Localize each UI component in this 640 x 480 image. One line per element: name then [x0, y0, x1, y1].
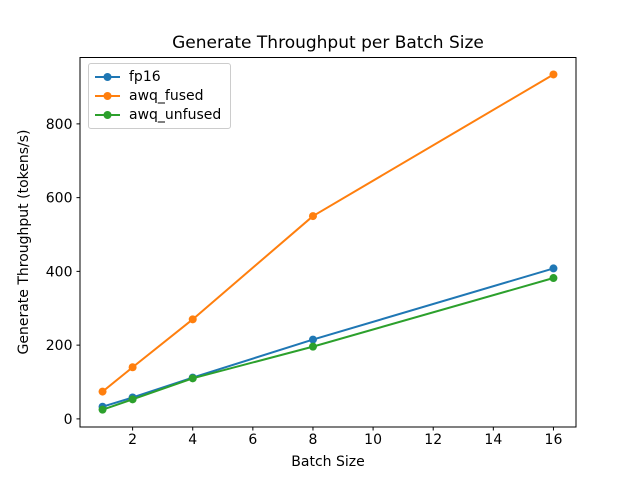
y-tick-label: 400: [46, 264, 73, 280]
x-axis-label: Batch Size: [291, 454, 365, 470]
x-tick-label: 16: [545, 432, 563, 448]
legend: fp16 awq_fused awq_unfused: [88, 63, 232, 129]
x-tick-label: 8: [309, 432, 318, 448]
x-tick-label: 14: [484, 432, 502, 448]
data-point-awq_unfused: [188, 374, 197, 383]
data-point-awq_fused: [308, 212, 317, 221]
y-tick-label: 800: [46, 117, 73, 133]
data-point-awq_unfused: [128, 395, 137, 404]
y-tick-label: 200: [46, 338, 73, 354]
data-point-awq_unfused: [549, 274, 558, 283]
legend-line-sample: [95, 92, 120, 100]
data-point-awq_fused: [98, 387, 107, 396]
legend-line-sample: [95, 110, 120, 119]
legend-item-fp16: fp16: [95, 68, 221, 87]
legend-item-awq-fused: awq_fused: [95, 87, 221, 106]
y-tick-label: 600: [46, 191, 73, 207]
data-point-awq_fused: [549, 70, 558, 79]
data-point-awq_unfused: [308, 342, 317, 351]
legend-item-awq-unfused: awq_unfused: [95, 105, 221, 124]
chart-title: Generate Throughput per Batch Size: [172, 33, 484, 53]
data-point-awq_fused: [128, 363, 137, 372]
x-tick-label: 6: [248, 432, 257, 448]
plot-frame: [79, 57, 577, 428]
x-tick-label: 2: [128, 432, 137, 448]
legend-label: fp16: [129, 69, 161, 86]
y-tick-label: 0: [64, 412, 73, 428]
data-point-awq_fused: [188, 315, 197, 324]
x-tick-label: 10: [364, 432, 382, 448]
data-point-awq_unfused: [98, 405, 107, 414]
x-tick-label: 4: [188, 432, 197, 448]
legend-label: awq_fused: [129, 88, 204, 104]
data-point-fp16: [549, 264, 558, 273]
series-line-awq_unfused: [102, 277, 554, 411]
legend-label: awq_unfused: [129, 106, 222, 123]
data-point-fp16: [308, 335, 317, 344]
legend-line-sample: [95, 73, 120, 82]
x-tick-label: 12: [424, 432, 442, 448]
